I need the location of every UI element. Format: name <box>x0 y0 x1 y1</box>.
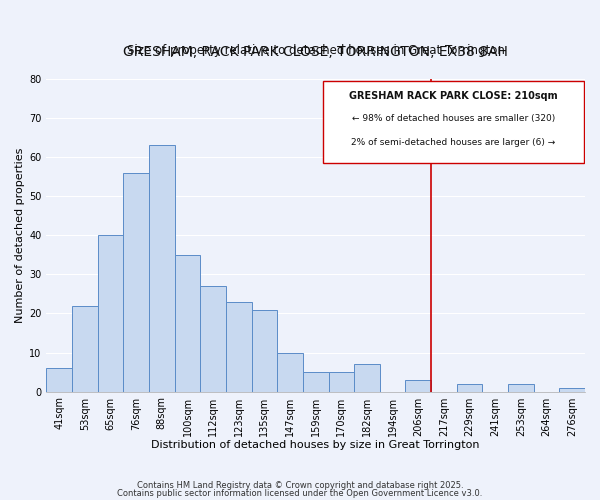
Bar <box>508 384 534 392</box>
Bar <box>406 380 431 392</box>
Bar <box>200 286 226 392</box>
Bar <box>303 372 329 392</box>
FancyBboxPatch shape <box>323 81 584 163</box>
Text: ← 98% of detached houses are smaller (320): ← 98% of detached houses are smaller (32… <box>352 114 555 123</box>
Bar <box>46 368 72 392</box>
Y-axis label: Number of detached properties: Number of detached properties <box>15 148 25 323</box>
Bar <box>149 146 175 392</box>
Title: Size of property relative to detached houses in Great Torrington: Size of property relative to detached ho… <box>127 44 505 57</box>
Bar <box>175 255 200 392</box>
Bar <box>457 384 482 392</box>
Text: GRESHAM RACK PARK CLOSE: 210sqm: GRESHAM RACK PARK CLOSE: 210sqm <box>349 90 558 101</box>
Bar <box>559 388 585 392</box>
Text: Contains public sector information licensed under the Open Government Licence v3: Contains public sector information licen… <box>118 488 482 498</box>
Text: GRESHAM, RACK PARK CLOSE, TORRINGTON, EX38 8AH: GRESHAM, RACK PARK CLOSE, TORRINGTON, EX… <box>123 44 508 59</box>
Text: 2% of semi-detached houses are larger (6) →: 2% of semi-detached houses are larger (6… <box>352 138 556 146</box>
Bar <box>72 306 98 392</box>
Bar <box>124 173 149 392</box>
Bar <box>354 364 380 392</box>
Bar <box>329 372 354 392</box>
Bar <box>226 302 251 392</box>
X-axis label: Distribution of detached houses by size in Great Torrington: Distribution of detached houses by size … <box>151 440 480 450</box>
Bar <box>277 352 303 392</box>
Bar <box>251 310 277 392</box>
Bar <box>98 236 124 392</box>
Text: Contains HM Land Registry data © Crown copyright and database right 2025.: Contains HM Land Registry data © Crown c… <box>137 481 463 490</box>
